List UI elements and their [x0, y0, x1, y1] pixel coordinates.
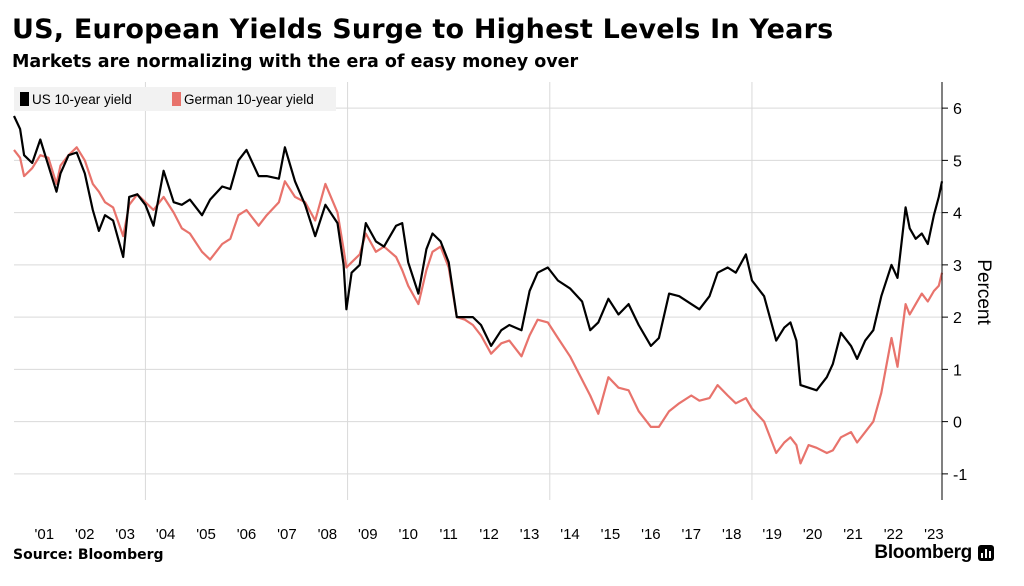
legend-label: US 10-year yield: [32, 92, 132, 107]
x-tick-label: '09: [358, 526, 378, 543]
legend-swatch: [20, 92, 29, 106]
x-tick-label: '03: [115, 526, 135, 543]
x-tick-label: '06: [237, 526, 257, 543]
y-tick-label: 0: [953, 415, 962, 432]
x-tick-label: '13: [520, 526, 540, 543]
chart-title: US, European Yields Surge to Highest Lev…: [12, 14, 834, 45]
x-tick-label: '22: [884, 526, 904, 543]
x-tick-label: '10: [398, 526, 418, 543]
y-tick-label: 3: [953, 258, 962, 275]
series-lines: [13, 115, 944, 465]
gridlines: [14, 82, 942, 500]
x-tick-label: '20: [803, 526, 823, 543]
x-tick-label: '23: [924, 526, 944, 543]
x-tick-label: '11: [439, 526, 457, 543]
brand-logo: Bloomberg: [874, 542, 972, 563]
x-tick-label: '18: [722, 526, 742, 543]
x-tick-label: '17: [682, 526, 702, 543]
y-tick-label: 4: [953, 206, 962, 223]
x-axis: '01 '02 '03 '04 '05 '06 '07 '08 '09 '10 '11 '12 '13 '…: [35, 526, 944, 543]
y-tick-label: 1: [953, 362, 962, 379]
x-tick-label: '07: [277, 526, 297, 543]
source-note: Source: Bloomberg: [13, 547, 164, 563]
y-tick-label: 6: [953, 101, 962, 118]
legend-label: German 10-year yield: [184, 92, 314, 107]
x-tick-label: '08: [318, 526, 338, 543]
x-tick-label: '16: [641, 526, 661, 543]
x-tick-label: '04: [156, 526, 176, 543]
us-10-year-yield-line: [13, 115, 944, 392]
y-axis-label: Percent: [973, 259, 994, 325]
bloomberg-chart-icon: [978, 545, 994, 561]
legend-swatch: [172, 92, 181, 106]
legend: US 10-year yield German 10-year yield: [14, 87, 336, 111]
y-axis: -1 0 1 2 3 4 5 6: [941, 82, 967, 500]
x-tick-label: '15: [601, 526, 621, 543]
y-tick-label: 5: [953, 153, 962, 170]
x-tick-label: '01: [35, 526, 55, 543]
german-10-year-yield-line: [13, 146, 944, 465]
y-tick-label: -1: [953, 467, 967, 484]
x-tick-label: '02: [75, 526, 95, 543]
x-tick-label: '12: [479, 526, 499, 543]
x-tick-label: '14: [560, 526, 580, 543]
x-tick-label: '19: [762, 526, 782, 543]
x-tick-label: '21: [843, 526, 863, 543]
chart-subtitle: Markets are normalizing with the era of …: [12, 52, 579, 72]
y-tick-label: 2: [953, 310, 962, 327]
x-tick-label: '05: [196, 526, 216, 543]
